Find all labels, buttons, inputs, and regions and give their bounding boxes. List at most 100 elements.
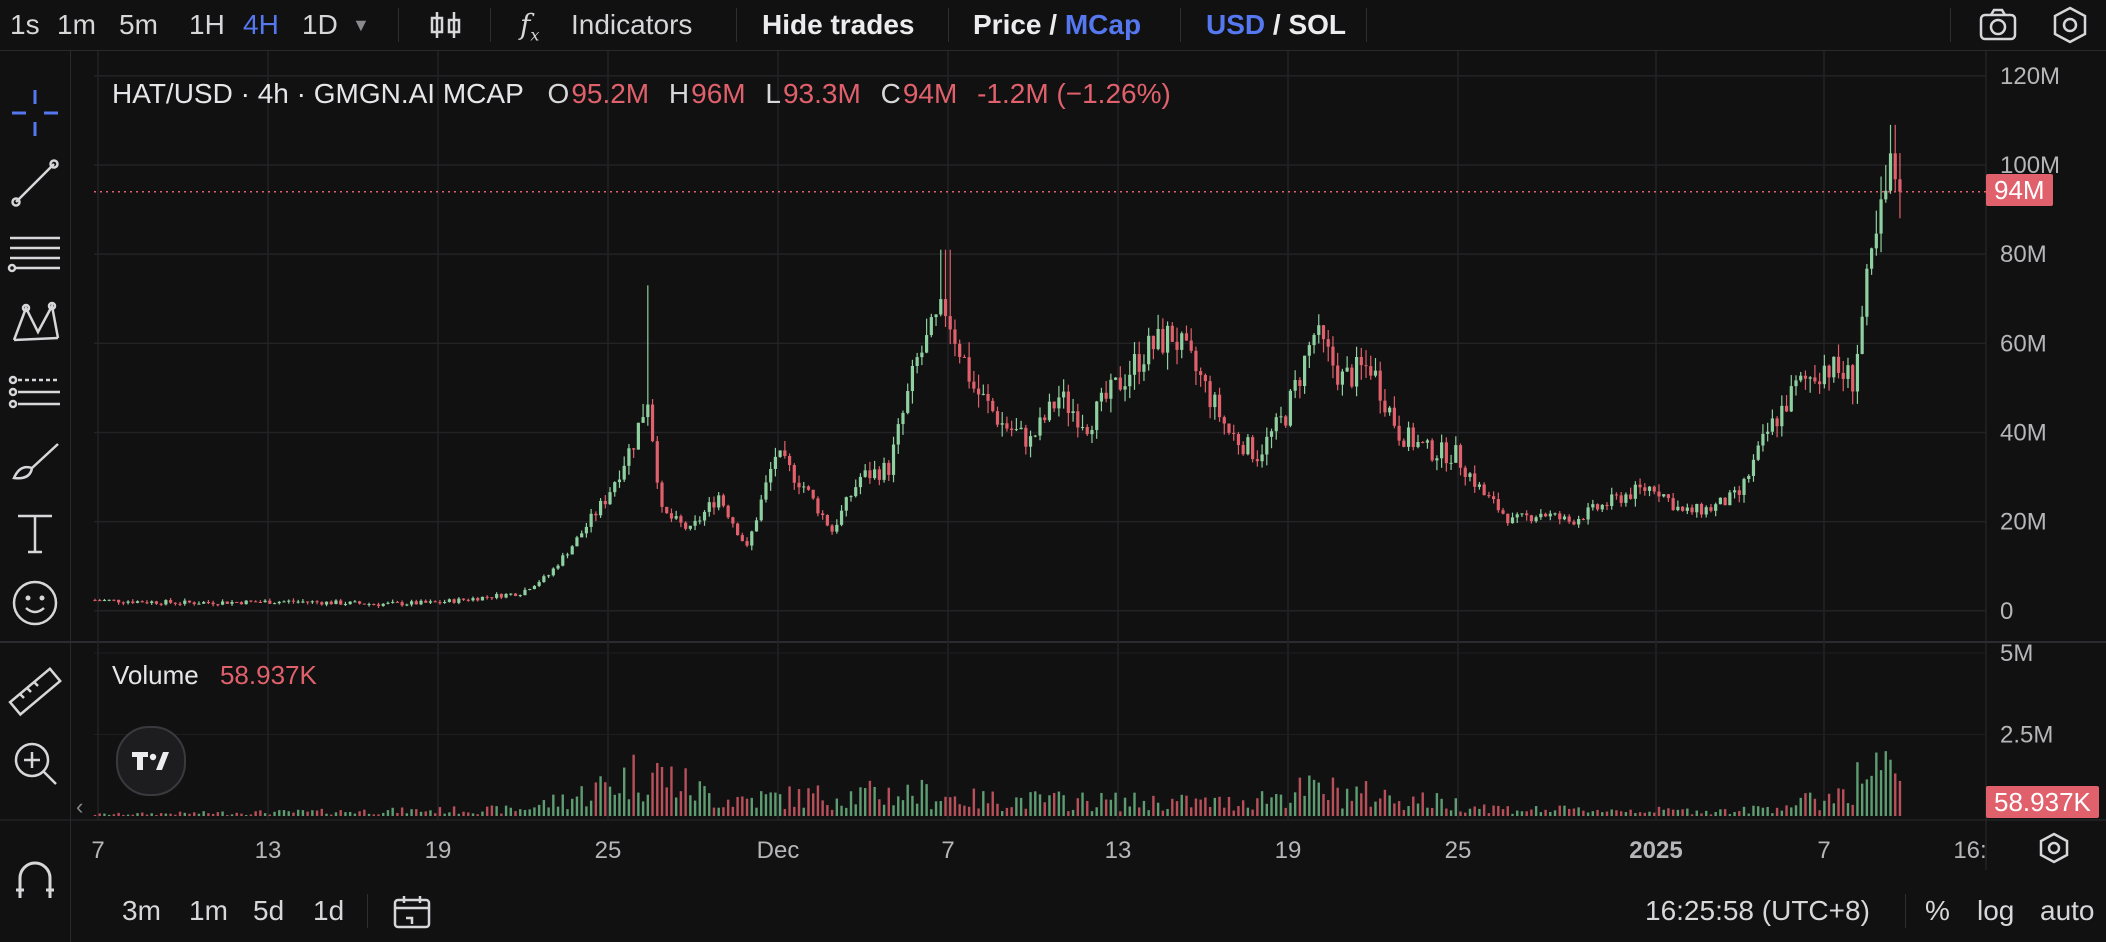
candle-body [778, 450, 782, 457]
volume-bar [1081, 792, 1084, 816]
volume-bar [1156, 802, 1160, 816]
indicators-button[interactable]: Indicators [571, 9, 693, 40]
candle-body [1388, 407, 1392, 413]
candle-body [1846, 365, 1850, 379]
range-5d[interactable]: 5d [253, 895, 285, 926]
volume-bar [1123, 797, 1127, 816]
zoom-in-icon[interactable] [4, 732, 66, 794]
candle-body [1577, 518, 1581, 525]
candle-body [499, 594, 503, 598]
candle-body [1501, 510, 1505, 514]
axis-settings-icon[interactable] [2036, 830, 2072, 871]
candle-body [1458, 445, 1463, 468]
volume-bar [1464, 812, 1467, 816]
log-toggle[interactable]: log [1977, 895, 2015, 926]
volume-bar [1690, 814, 1694, 816]
percent-toggle[interactable]: % [1925, 895, 1950, 926]
drawing-tools-sidebar [0, 50, 71, 942]
brush-icon[interactable] [4, 432, 66, 494]
emoji-icon[interactable] [4, 572, 66, 634]
volume-bar [1520, 811, 1524, 816]
candle-body [693, 520, 697, 526]
magnet-icon[interactable] [4, 850, 66, 912]
range-1d[interactable]: 1d [313, 895, 345, 926]
interval-4h[interactable]: 4H [243, 9, 279, 40]
candle-body [1586, 507, 1590, 520]
crosshair-icon[interactable] [4, 82, 66, 144]
volume-bar [519, 809, 522, 816]
interval-5m[interactable]: 5m [119, 9, 158, 40]
trend-line-icon[interactable] [4, 152, 66, 214]
candle-body [358, 601, 362, 604]
candle-style-icon[interactable] [428, 0, 464, 50]
fx-icon[interactable]: fx [520, 8, 540, 45]
volume-bar [1057, 791, 1061, 816]
currency-toggle[interactable]: USD / SOL [1206, 0, 1346, 50]
candle-body [925, 335, 929, 353]
candle-body [343, 604, 348, 606]
auto-toggle[interactable]: auto [2040, 895, 2095, 926]
candle-body [1662, 494, 1666, 497]
interval-1h[interactable]: 1H [189, 9, 225, 40]
interval-1m[interactable]: 1m [57, 9, 96, 40]
volume-bar [1067, 811, 1070, 816]
volume-bar [679, 791, 683, 816]
interval-1s[interactable]: 1s [10, 9, 40, 40]
volume-bar [495, 806, 498, 816]
candle-body [986, 393, 990, 401]
candle-body [953, 329, 957, 344]
candle-body [150, 601, 154, 604]
candle-body [580, 533, 584, 538]
collapse-arrow-icon[interactable]: ‹ [76, 794, 84, 819]
chevron-down-icon[interactable]: ▼ [352, 15, 370, 35]
volume-bar [1865, 779, 1869, 816]
hide-trades-button[interactable]: Hide trades [762, 9, 915, 40]
volume-bar [977, 808, 980, 816]
volume-bar [641, 801, 645, 816]
pattern-icon[interactable] [4, 292, 66, 354]
volume-bar [178, 811, 182, 816]
volume-bar [1823, 800, 1826, 816]
calendar-icon[interactable] [392, 894, 432, 935]
candle-body [1080, 426, 1085, 428]
volume-bar [726, 799, 730, 816]
volume-bar [826, 805, 829, 816]
camera-icon[interactable] [1978, 0, 2018, 50]
candle-body [348, 601, 352, 605]
fib-icon[interactable] [4, 362, 66, 424]
horizontal-lines-icon[interactable] [4, 222, 66, 284]
volume-bar [1860, 783, 1864, 816]
volume-bar [1539, 812, 1543, 816]
volume-bar [1842, 789, 1845, 816]
volume-bar [542, 800, 546, 816]
candle-body [736, 523, 740, 536]
volume-bar [887, 787, 890, 816]
range-1m[interactable]: 1m [189, 895, 228, 926]
volume-bar [485, 806, 489, 816]
text-icon[interactable] [4, 502, 66, 564]
high-label: H [668, 78, 690, 109]
candle-body [551, 568, 555, 576]
ruler-icon[interactable] [4, 662, 66, 724]
settings-icon[interactable] [2050, 0, 2090, 50]
volume-bar [1412, 796, 1415, 816]
volume-bar [656, 762, 659, 816]
volume-bar [674, 797, 678, 816]
clock-time[interactable]: 16:25:58 (UTC+8) [1645, 895, 1870, 926]
candle-body [830, 525, 834, 532]
volume-bar [1426, 807, 1429, 816]
volume-bar [1142, 800, 1146, 816]
range-3m[interactable]: 3m [122, 895, 161, 926]
volume-bar [1208, 806, 1212, 816]
x-tick-label: 7 [941, 837, 954, 864]
price-mode-button[interactable]: Price / MCap [973, 0, 1141, 50]
volume-bar [1161, 810, 1165, 816]
volume-bar [1686, 808, 1689, 816]
candle-body [334, 600, 338, 605]
candle-body [1161, 328, 1165, 353]
candle-body [887, 462, 891, 475]
candle-body [1548, 513, 1552, 517]
interval-1d[interactable]: 1D [302, 9, 338, 40]
tradingview-logo[interactable] [116, 726, 186, 796]
